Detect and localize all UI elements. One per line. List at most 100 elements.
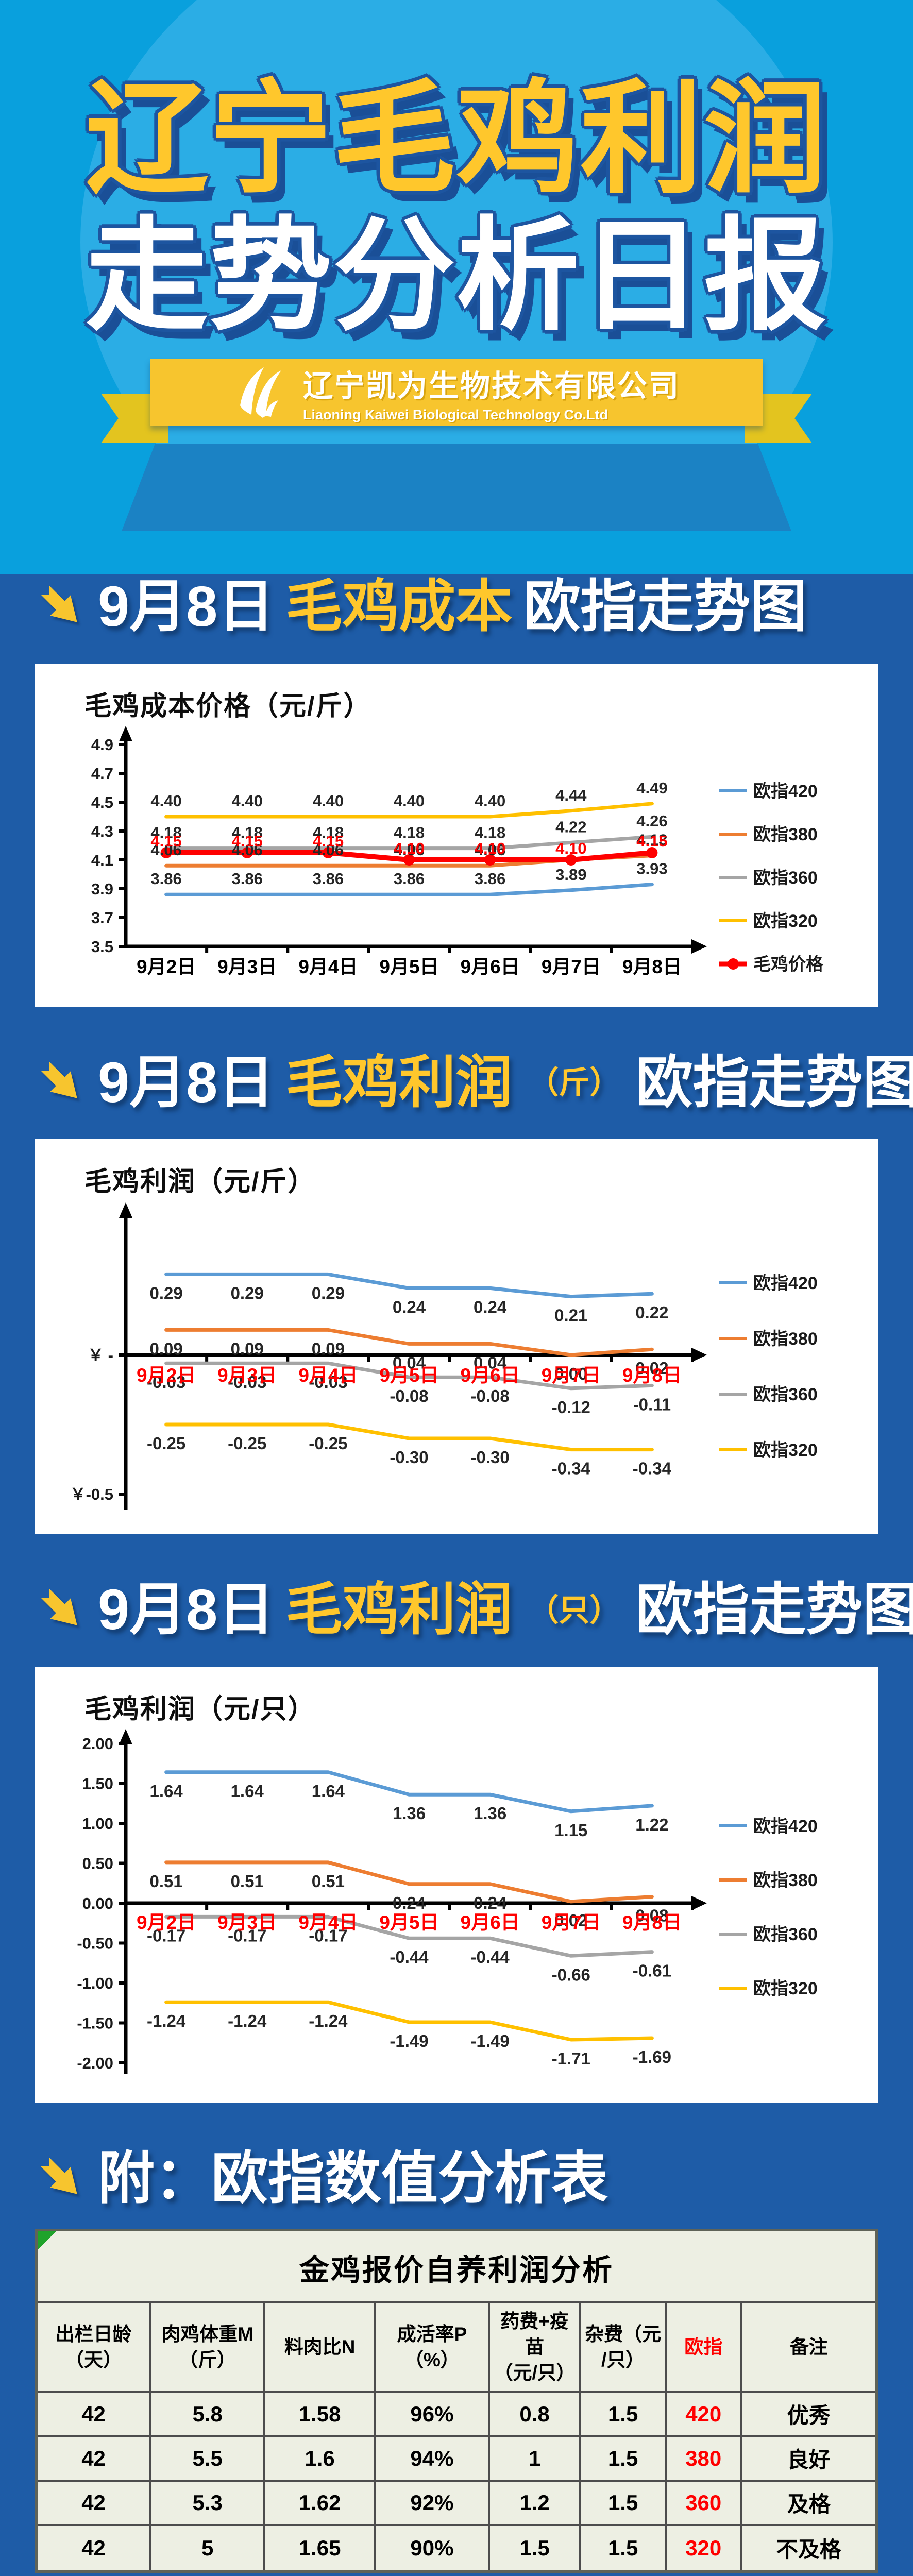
value-label: 0.24 <box>393 1297 426 1316</box>
value-label: -0.61 <box>633 1961 671 1980</box>
value-label: -0.11 <box>633 1395 671 1414</box>
value-label: 3.86 <box>150 870 181 888</box>
value-label: -0.03 <box>309 1372 347 1392</box>
x-axis <box>126 1348 707 1362</box>
legend-label: 欧指320 <box>753 1979 818 1998</box>
heading-suffix: 欧指走势图 <box>636 1050 913 1114</box>
y-axis: 4.9 4.7 4.5 4.3 4.1 3.9 3.7 3.5 <box>91 725 132 956</box>
legend-label: 欧指380 <box>753 1871 818 1890</box>
table-cell: 42 <box>38 2526 152 2570</box>
table-cell: 1.62 <box>265 2481 376 2526</box>
value-label: 0.24 <box>474 1893 507 1912</box>
value-label: 0.51 <box>231 1871 264 1890</box>
heading-highlight: 毛鸡利润 <box>285 1578 513 1641</box>
value-label: 3.89 <box>555 865 586 883</box>
value-label: -0.17 <box>147 1926 185 1945</box>
x-category-label: 9月2日 <box>137 1365 196 1386</box>
chart-cost-panel: 毛鸡成本价格（元/斤） 4.9 4.7 4.5 4.3 4.1 3.9 3.7 3.5 3.86… <box>35 663 878 1007</box>
x-category-label: 9月6日 <box>461 1912 520 1933</box>
arrow-down-right-icon <box>40 586 77 622</box>
heading-suffix: 欧指走势图 <box>636 1578 913 1641</box>
value-label: -0.34 <box>552 1459 591 1478</box>
table-cell: 42 <box>38 2481 152 2526</box>
value-label: 4.15 <box>232 832 263 850</box>
section-heading-profit-bird: 9月8日 毛鸡利润 （只） 欧指走势图 <box>0 1578 913 1643</box>
series-line-欧指420 <box>164 1770 654 1813</box>
value-label: -0.17 <box>309 1926 347 1945</box>
y-tick-label: 3.5 <box>91 938 113 956</box>
section-heading-profit-jin: 9月8日 毛鸡利润 （斤） 欧指走势图 <box>0 1050 913 1116</box>
legend-label: 欧指320 <box>753 1440 818 1460</box>
value-label: 4.22 <box>555 818 586 836</box>
table-cell: 42 <box>38 2393 152 2437</box>
value-label: 4.06 <box>150 841 181 859</box>
y-tick-label: ￥ - <box>88 1346 113 1364</box>
y-tick-label: 0.50 <box>82 1854 113 1872</box>
y-tick-label: -0.50 <box>77 1934 113 1952</box>
analysis-table-panel: 金鸡报价自养利润分析 出栏日龄 （天） 肉鸡体重M （斤） 料肉比N 成活率P （%）… <box>35 2229 878 2573</box>
value-label: 0.21 <box>554 1306 587 1325</box>
profit-per-jin-chart: ￥ - ￥-0.5 0.29 0.29 0.29 0.24 0.24 0.21 0.22 0.09… <box>48 1200 873 1530</box>
arrow-down-right-icon <box>40 1589 77 1625</box>
heading-title: 附：欧指数值分析表 <box>98 2146 608 2210</box>
value-label: 4.15 <box>150 832 181 850</box>
value-label: -0.12 <box>552 1398 590 1417</box>
chart-legend: 欧指420 欧指380 欧指360 欧指320 <box>719 1817 818 1998</box>
table-header-cell: 肉鸡体重M （斤） <box>151 2303 266 2393</box>
value-label: 0.08 <box>635 1906 668 1925</box>
value-label: 4.10 <box>394 839 425 857</box>
value-label: 0.09 <box>149 1339 182 1358</box>
value-label: -0.03 <box>147 1372 185 1392</box>
heading-suffix: 欧指走势图 <box>523 575 807 638</box>
table-cell: 0.8 <box>490 2393 582 2437</box>
value-label: 4.18 <box>232 823 263 841</box>
series-line-欧指380 <box>164 1860 654 1903</box>
value-label: -0.44 <box>470 1947 510 1967</box>
series-line-欧指360 <box>164 1914 654 1958</box>
value-label: 4.10 <box>555 839 586 857</box>
heading-unit: （只） <box>528 1592 621 1628</box>
value-label: -0.08 <box>390 1386 428 1405</box>
table-cell: 1.5 <box>581 2393 667 2437</box>
value-label: 4.13 <box>636 831 667 849</box>
value-label: 4.40 <box>313 792 344 810</box>
value-label: -1.24 <box>147 2011 186 2030</box>
series-marker <box>403 854 415 866</box>
table-cell: 360 <box>667 2481 742 2526</box>
y-tick-label: 3.9 <box>91 880 113 898</box>
value-label: -1.49 <box>470 2031 509 2050</box>
value-label: 3.86 <box>232 870 263 888</box>
y-tick-label: -2.00 <box>77 2054 113 2072</box>
series-line-欧指420 <box>164 882 654 896</box>
table-cell: 5.5 <box>151 2437 266 2482</box>
y-axis: ￥ - ￥-0.5 <box>70 1202 132 1510</box>
value-label: -0.25 <box>228 1434 266 1453</box>
poster-title-line2: 走势分析日报 <box>86 208 827 345</box>
table-cell: 不及格 <box>776 2537 841 2562</box>
table-header-cell: 备注 <box>742 2303 875 2393</box>
y-tick-label: 4.1 <box>91 851 113 869</box>
chart-legend: 欧指420 欧指380 欧指360 欧指320 毛鸡价格 <box>719 782 824 974</box>
section-heading-table: 附：欧指数值分析表 <box>0 2146 913 2212</box>
heading-highlight: 毛鸡利润 <box>285 1050 513 1114</box>
value-label: 0.29 <box>231 1283 264 1302</box>
company-ribbon: 辽宁凯为生物技术有限公司 Liaoning Kaiwei Biological … <box>0 359 913 477</box>
analysis-table: 出栏日龄 （天） 肉鸡体重M （斤） 料肉比N 成活率P （%） 药费+疫苗 （元/只）… <box>38 2303 875 2570</box>
x-category-label: 9月3日 <box>217 1365 277 1386</box>
legend-label: 毛鸡价格 <box>753 955 824 974</box>
value-label: 4.15 <box>313 832 344 850</box>
x-category-label: 9月7日 <box>542 956 601 977</box>
company-banner: 辽宁凯为生物技术有限公司 Liaoning Kaiwei Biological … <box>150 359 763 426</box>
arrow-down-right-icon <box>40 1061 77 1098</box>
heading-unit: （斤） <box>528 1065 621 1100</box>
table-header-cell: 成活率P （%） <box>376 2303 490 2393</box>
y-tick-label: 4.7 <box>91 765 113 783</box>
value-label: -0.25 <box>147 1434 185 1453</box>
profit-per-bird-chart-svg: 2.00 1.50 1.00 0.50 0.00 -0.50 -1.00 -1.50 -2.00… <box>77 1728 818 2074</box>
y-tick-label: 1.00 <box>82 1815 113 1833</box>
table-corner-marker <box>38 2231 56 2250</box>
table-cell: 420 <box>667 2393 742 2437</box>
hero: 辽宁毛鸡利润 走势分析日报 辽宁凯为生物技术有限公司 Liaoning Kaiw… <box>0 0 913 531</box>
x-axis <box>126 939 707 954</box>
